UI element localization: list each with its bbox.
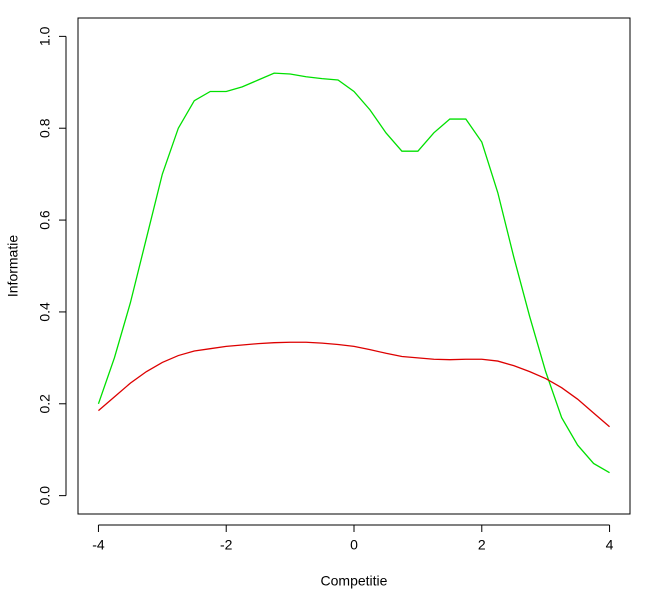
x-tick-label: 4 [606,537,614,553]
x-tick-label: -2 [220,537,233,553]
y-tick-label: 0.2 [37,394,53,414]
x-tick-label: 2 [478,537,486,553]
y-axis-label: Informatie [5,235,21,297]
y-tick-label: 1.0 [37,26,53,46]
data-line [98,341,610,428]
y-tick-label: 0.8 [37,118,53,138]
y-tick-label: 0.4 [37,302,53,322]
x-tick-label: -4 [92,537,105,553]
x-tick-label: 0 [350,537,358,553]
x-axis-label: Competitie [321,573,388,589]
plot-frame [77,17,631,515]
y-tick-label: 0.0 [37,486,53,506]
data-line [97,72,610,474]
y-tick-label: 0.6 [37,210,53,230]
